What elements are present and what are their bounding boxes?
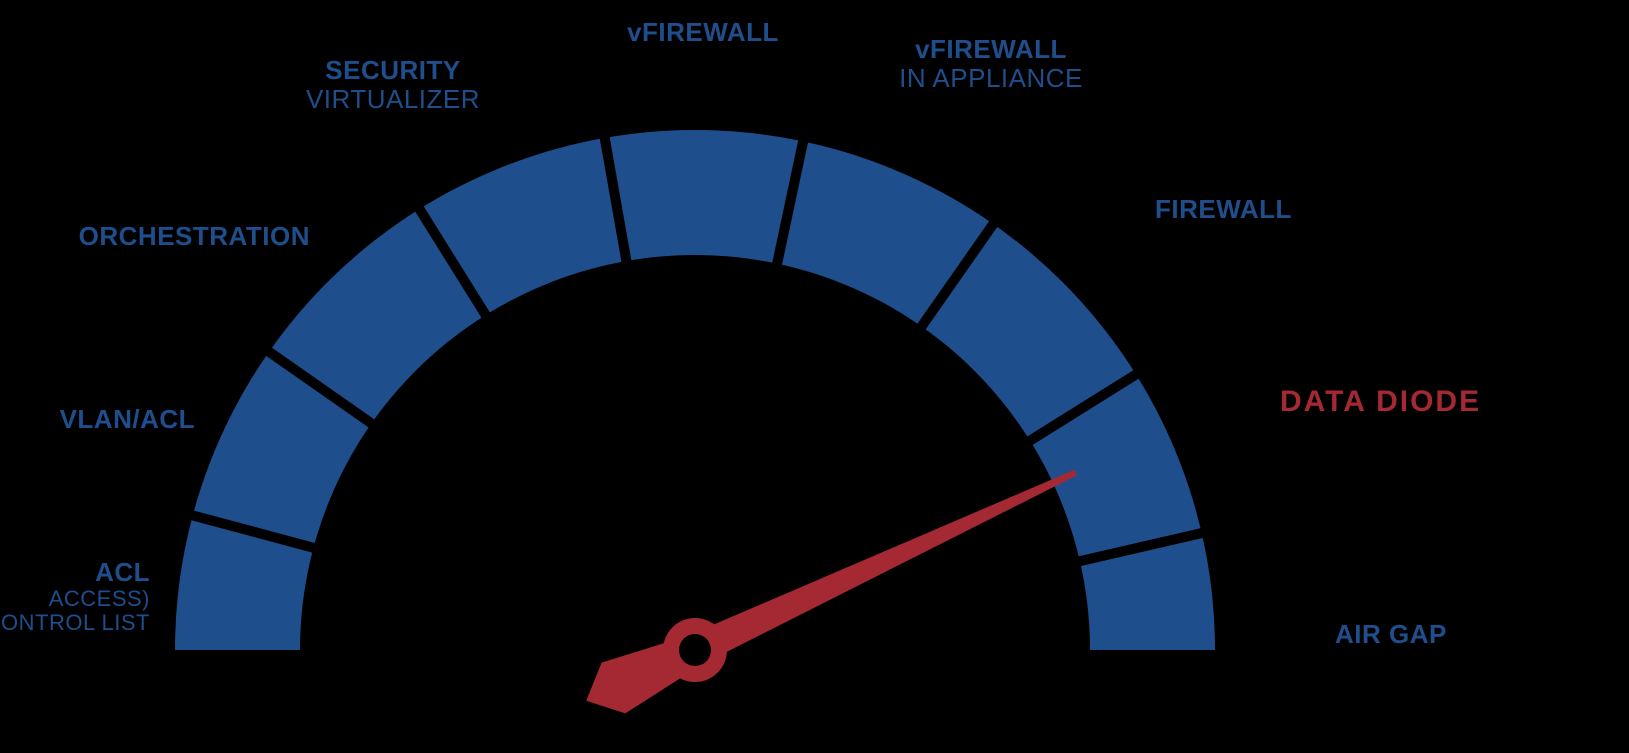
label-data_diode: DATA DIODE (1280, 385, 1481, 418)
label-acl-line-2: CONTROL LIST (0, 611, 150, 635)
label-vfirewall_appliance-line-1: IN APPLIANCE (899, 64, 1083, 93)
label-data_diode-line-0: DATA DIODE (1280, 385, 1481, 418)
label-orchestration-line-0: ORCHESTRATION (79, 222, 310, 251)
label-firewall-line-0: FIREWALL (1155, 195, 1292, 224)
label-air_gap-line-0: AIR GAP (1335, 620, 1447, 649)
label-vlan_acl: VLAN/ACL (60, 405, 195, 434)
label-vfirewall_appliance-line-0: vFIREWALL (899, 35, 1083, 64)
label-security_virtualizer-line-0: SECURITY (306, 56, 480, 85)
label-firewall: FIREWALL (1155, 195, 1292, 224)
label-vfirewall_appliance: vFIREWALLIN APPLIANCE (899, 35, 1083, 92)
gauge-diagram: ACLACCESS)CONTROL LIST VLAN/ACL ORCHESTRAT… (0, 0, 1629, 753)
label-acl-line-0: ACL (0, 558, 150, 587)
label-security_virtualizer: SECURITYVIRTUALIZER (306, 56, 480, 113)
label-air_gap: AIR GAP (1335, 620, 1447, 649)
label-acl-line-1: ACCESS) (0, 587, 150, 611)
label-vlan_acl-line-0: VLAN/ACL (60, 405, 195, 434)
label-orchestration: ORCHESTRATION (79, 222, 310, 251)
needle-hub-inner (679, 634, 711, 666)
label-vfirewall-line-0: vFIREWALL (627, 18, 779, 47)
label-security_virtualizer-line-1: VIRTUALIZER (306, 85, 480, 114)
gauge-needle (586, 470, 1077, 714)
label-vfirewall: vFIREWALL (627, 18, 779, 47)
label-acl: ACLACCESS)CONTROL LIST (0, 558, 150, 635)
